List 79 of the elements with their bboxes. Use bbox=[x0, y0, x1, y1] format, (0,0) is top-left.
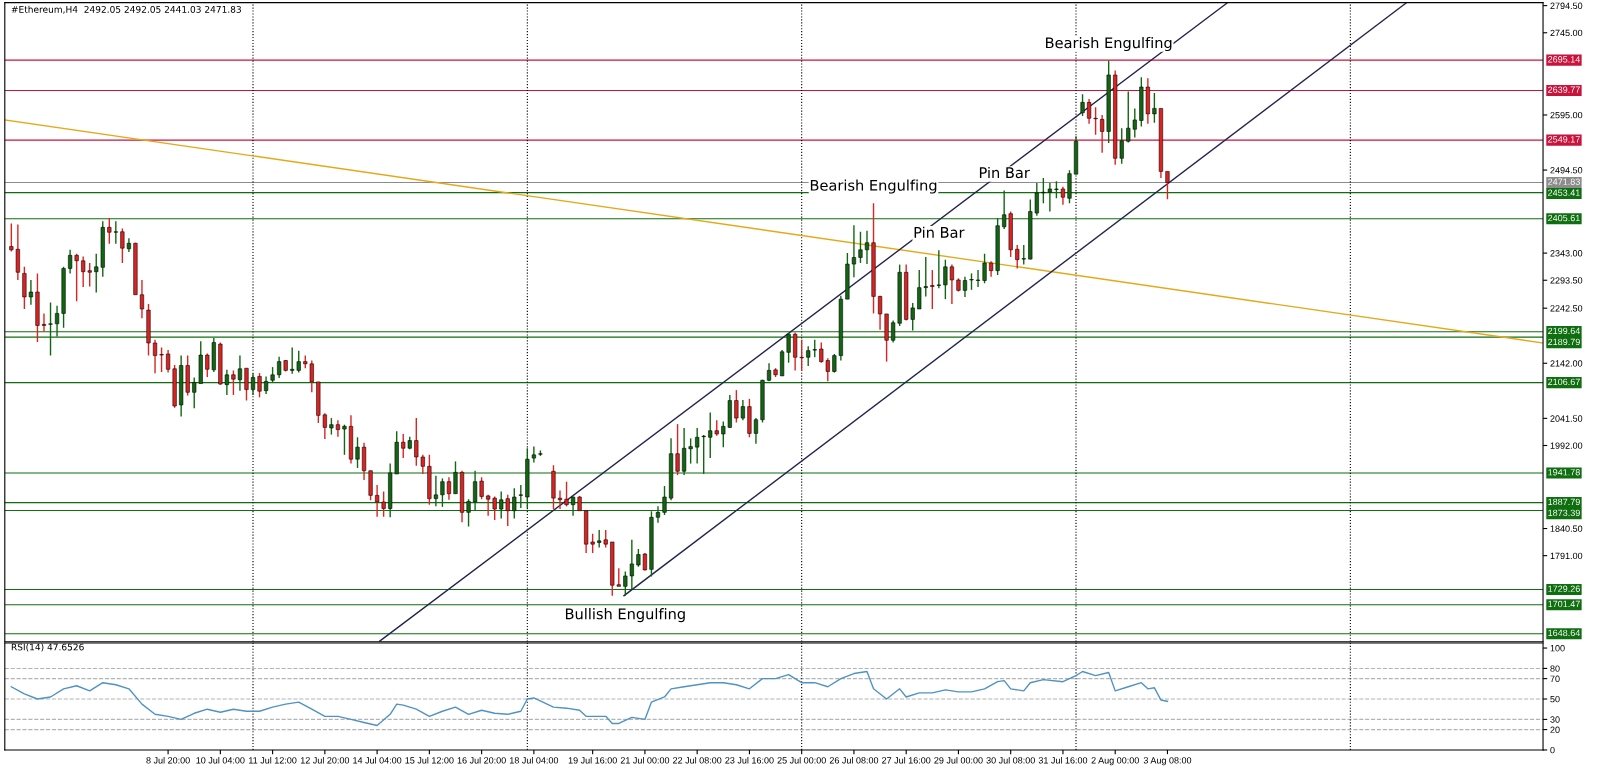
candlestick bbox=[139, 279, 145, 320]
x-tick-label: 30 Jul 08:00 bbox=[986, 756, 1035, 764]
chart-title: RSI(14) 47.6526 bbox=[11, 643, 84, 652]
x-tick-label: 31 Jul 16:00 bbox=[1038, 756, 1088, 764]
x-tick-label: 18 Jul 04:00 bbox=[509, 756, 559, 764]
y-tick-label: 30 bbox=[1550, 716, 1560, 723]
candlestick bbox=[864, 229, 870, 265]
ref-line-label: 1887.79 bbox=[1548, 498, 1580, 506]
candlestick bbox=[159, 346, 164, 373]
ref-line-label: 2453.41 bbox=[1548, 189, 1580, 196]
x-tick-label: 14 Jul 04:00 bbox=[353, 756, 402, 764]
ref-line-label: 2471.83 bbox=[1548, 178, 1580, 185]
candlestick bbox=[361, 442, 367, 481]
annotation: Pin Bar bbox=[979, 166, 1030, 179]
annotation: Bearish Engulfing bbox=[810, 179, 937, 194]
y-tick-label: 2595.00 bbox=[1550, 111, 1583, 119]
y-tick-label: 20 bbox=[1550, 726, 1560, 733]
candlestick bbox=[858, 231, 863, 264]
x-tick-label: 10 Jul 04:00 bbox=[196, 756, 245, 764]
x-tick-label: 8 Jul 20:00 bbox=[146, 756, 190, 764]
y-tick-label: 50 bbox=[1550, 695, 1560, 703]
x-tick-label: 26 Jul 08:00 bbox=[829, 756, 879, 764]
ref-line-label: 1648.64 bbox=[1548, 629, 1581, 637]
ref-line-label: 2695.14 bbox=[1548, 56, 1581, 63]
candlestick bbox=[355, 436, 360, 469]
ref-line-label: 2405.61 bbox=[1548, 214, 1580, 222]
x-tick-label: 23 Jul 16:00 bbox=[725, 756, 774, 764]
candlestick bbox=[1060, 186, 1066, 206]
x-tick-label: 12 Jul 20:00 bbox=[300, 756, 350, 764]
x-tick-label: 2 Aug 00:00 bbox=[1091, 757, 1139, 766]
ref-line-label: 1701.47 bbox=[1548, 600, 1580, 608]
y-tick-label: 80 bbox=[1550, 665, 1560, 672]
candlestick bbox=[342, 423, 347, 456]
ref-line-label: 1873.39 bbox=[1548, 509, 1580, 517]
y-tick-label: 0 bbox=[1550, 746, 1555, 754]
y-tick-label: 70 bbox=[1550, 675, 1560, 682]
x-tick-label: 19 Jul 16:00 bbox=[568, 756, 617, 764]
candlestick bbox=[1165, 170, 1170, 201]
y-tick-label: 2343.00 bbox=[1550, 250, 1583, 257]
y-tick-label: 2794.50 bbox=[1550, 2, 1583, 9]
chart-title: #Ethereum,H4 2492.05 2492.05 2441.03 2471.83 bbox=[11, 5, 241, 14]
y-tick-label: 2242.50 bbox=[1550, 305, 1583, 312]
ref-line-label: 1941.78 bbox=[1548, 469, 1580, 476]
y-tick-label: 1840.50 bbox=[1550, 525, 1583, 532]
x-tick-label: 21 Jul 00:00 bbox=[620, 756, 670, 764]
ref-line-label: 2189.79 bbox=[1548, 338, 1580, 346]
y-tick-label: 2142.00 bbox=[1550, 360, 1583, 367]
candlestick bbox=[257, 372, 262, 398]
candlestick bbox=[41, 312, 47, 333]
x-tick-label: 25 Jul 00:00 bbox=[777, 756, 826, 764]
x-tick-label: 22 Jul 08:00 bbox=[673, 756, 722, 764]
candlestick bbox=[982, 252, 987, 284]
ref-line-label: 2199.64 bbox=[1548, 327, 1581, 335]
y-tick-label: 2494.50 bbox=[1550, 167, 1583, 174]
ref-line-label: 2639.77 bbox=[1548, 86, 1580, 93]
y-tick-label: 2745.00 bbox=[1550, 29, 1583, 37]
annotation: Bullish Engulfing bbox=[565, 608, 685, 623]
x-tick-label: 16 Jul 20:00 bbox=[457, 756, 506, 764]
candlestick bbox=[244, 367, 249, 402]
y-tick-label: 2293.50 bbox=[1550, 277, 1583, 284]
candlestick bbox=[962, 275, 968, 298]
candlestick bbox=[975, 269, 981, 288]
y-tick-label: 1791.00 bbox=[1550, 552, 1583, 560]
y-tick-label: 2041.50 bbox=[1550, 415, 1583, 422]
x-tick-label: 27 Jul 16:00 bbox=[882, 756, 931, 764]
annotation: Bearish Engulfing bbox=[1046, 36, 1172, 52]
x-tick-label: 15 Jul 12:00 bbox=[405, 756, 454, 764]
y-tick-label: 100 bbox=[1550, 645, 1565, 652]
x-tick-label: 29 Jul 00:00 bbox=[934, 756, 983, 764]
x-tick-label: 3 Aug 08:00 bbox=[1143, 757, 1192, 766]
y-tick-label: 1992.00 bbox=[1550, 442, 1583, 449]
annotation: Pin Bar bbox=[914, 226, 965, 238]
ref-line-label: 1729.26 bbox=[1548, 585, 1580, 592]
candlestick bbox=[152, 339, 158, 374]
candlestick bbox=[753, 417, 759, 445]
candlestick bbox=[1080, 93, 1085, 117]
x-tick-label: 11 Jul 12:00 bbox=[249, 756, 297, 764]
ref-line-label: 2549.17 bbox=[1548, 136, 1580, 143]
ref-line-label: 2106.67 bbox=[1548, 378, 1580, 386]
